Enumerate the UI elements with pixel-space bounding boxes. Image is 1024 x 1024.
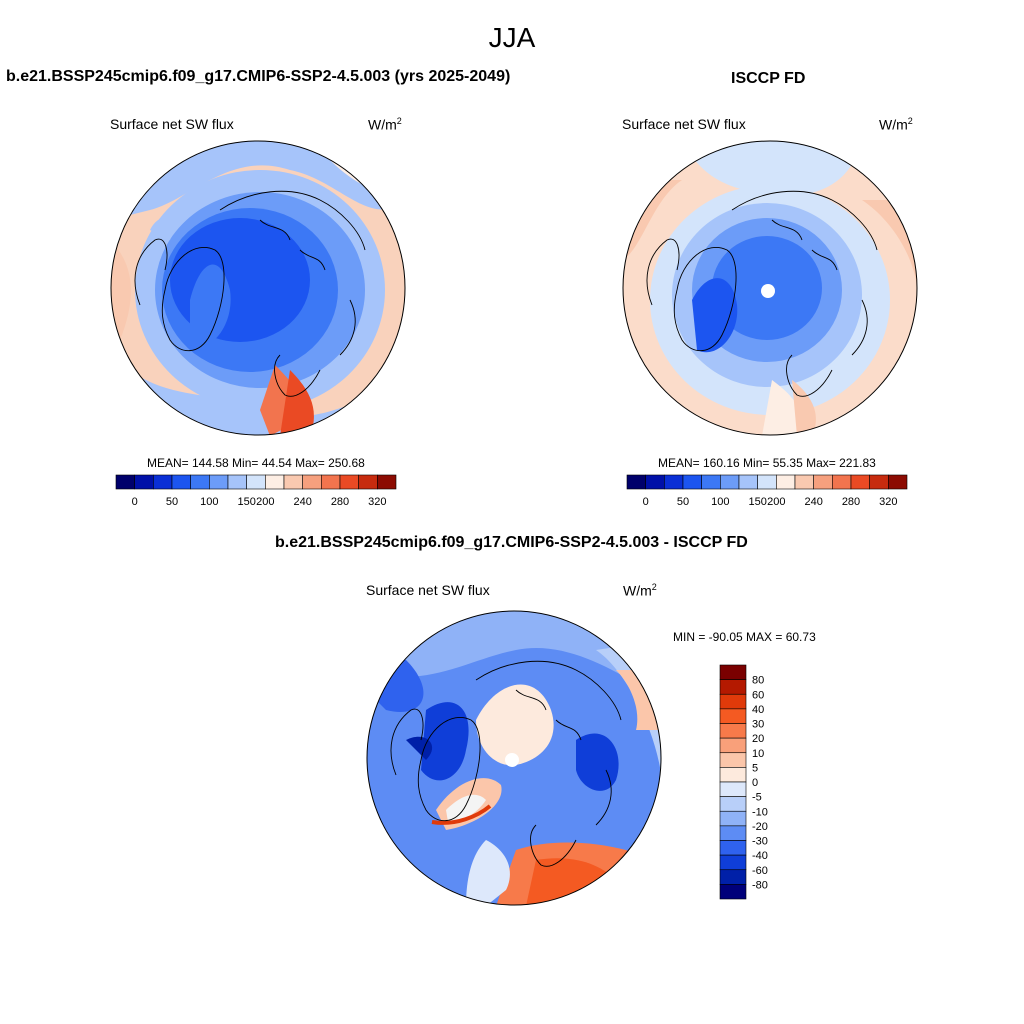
diff-colorbar-box: [719, 723, 747, 739]
model-colorbar-tick-label: 100: [200, 496, 218, 508]
diff-colorbar-tick-label: -30: [752, 836, 768, 848]
diff-colorbar: 80 60 40 30 20 10 5 0 -5 -10 -20 -30 -40 -60 -80: [719, 664, 768, 900]
diff-colorbar-box: [719, 767, 747, 783]
diff-colorbar-box: [719, 854, 747, 871]
model-variable-label: Surface net SW flux: [110, 116, 234, 132]
model-colorbar-tick-label: 0: [132, 496, 138, 508]
obs-colorbar-box: [738, 474, 758, 490]
model-colorbar-box: [153, 474, 173, 490]
season-title: JJA: [488, 22, 536, 53]
obs-colorbar-box: [869, 474, 889, 490]
obs-colorbar-box: [701, 474, 721, 490]
obs-colorbar-box: [850, 474, 870, 490]
diff-colorbar-tick-label: 5: [752, 762, 758, 774]
diff-colorbar-tick-label: 30: [752, 719, 764, 731]
obs-colorbar-box: [757, 474, 777, 490]
diff-colorbar-tick-label: 60: [752, 689, 764, 701]
obs-colorbar-box: [645, 474, 665, 490]
model-polar-map: [110, 140, 406, 436]
obs-colorbar-tick-label: 320: [879, 496, 897, 508]
obs-polar-map: [622, 140, 918, 436]
diff-colorbar-box: [719, 869, 747, 885]
model-colorbar-box: [115, 474, 135, 490]
obs-colorbar-box: [664, 474, 684, 490]
diff-colorbar-box: [719, 840, 747, 856]
obs-variable-label: Surface net SW flux: [622, 116, 746, 132]
model-colorbar-box: [302, 474, 322, 490]
diff-colorbar-tick-label: -20: [752, 821, 768, 833]
obs-colorbar-box: [832, 474, 852, 490]
model-colorbar-box: [190, 474, 210, 490]
obs-colorbar-box: [794, 474, 814, 490]
model-colorbar-box: [134, 474, 154, 490]
diff-polar-map: [366, 610, 662, 906]
diff-colorbar-box: [719, 708, 747, 724]
model-colorbar-box: [265, 474, 285, 490]
obs-colorbar: 0 50 100 150 200 240 280 320: [626, 474, 908, 508]
diff-colorbar-tick-label: 10: [752, 748, 764, 760]
diff-colorbar-tick-label: 0: [752, 777, 758, 789]
model-colorbar-tick-label: 50: [166, 496, 178, 508]
obs-colorbar-tick-label: 0: [643, 496, 649, 508]
model-colorbar-box: [358, 474, 378, 490]
diff-colorbar-box: [719, 693, 747, 710]
obs-stats: MEAN= 160.16 Min= 55.35 Max= 221.83: [658, 456, 876, 470]
model-colorbar-tick-label: 280: [331, 496, 349, 508]
model-colorbar-tick-label: 200: [256, 496, 274, 508]
obs-colorbar-tick-label: 240: [804, 496, 822, 508]
obs-units-label: W/m2: [879, 116, 913, 133]
diff-colorbar-tick-label: -5: [752, 792, 762, 804]
obs-colorbar-box: [626, 474, 646, 490]
diff-colorbar-box: [719, 752, 747, 768]
obs-colorbar-tick-label: 200: [767, 496, 785, 508]
diff-colorbar-box: [719, 884, 747, 900]
diff-colorbar-box: [719, 796, 747, 812]
obs-colorbar-tick-label: 100: [711, 496, 729, 508]
diff-colorbar-tick-label: 80: [752, 675, 764, 687]
model-colorbar-box: [283, 474, 303, 490]
obs-panel-title: ISCCP FD: [731, 70, 806, 87]
diff-units-label: W/m2: [623, 582, 657, 599]
diff-colorbar-tick-label: -40: [752, 850, 768, 862]
diff-colorbar-box: [719, 810, 747, 827]
diff-colorbar-box: [719, 664, 747, 680]
model-colorbar-tick-label: 150: [237, 496, 255, 508]
model-colorbar-box: [171, 474, 191, 490]
obs-colorbar-box: [813, 474, 833, 490]
model-colorbar-tick-label: 320: [368, 496, 386, 508]
diff-colorbar-tick-label: 20: [752, 733, 764, 745]
model-colorbar-box: [321, 474, 341, 490]
diff-colorbar-box: [719, 679, 747, 695]
model-colorbar-box: [227, 474, 247, 490]
model-units-label: W/m2: [368, 116, 402, 133]
diff-colorbar-box: [719, 781, 747, 797]
obs-colorbar-tick-label: 280: [842, 496, 860, 508]
diff-colorbar-box: [719, 825, 747, 841]
diff-panel-title: b.e21.BSSP245cmip6.f09_g17.CMIP6-SSP2-4.…: [275, 534, 748, 551]
obs-colorbar-box: [720, 474, 740, 490]
model-colorbar-box: [246, 474, 266, 490]
obs-colorbar-box: [888, 474, 908, 490]
diff-colorbar-tick-label: 40: [752, 704, 764, 716]
model-colorbar-box: [209, 474, 229, 490]
model-colorbar: 0 50 100 150 200 240 280 320: [115, 474, 397, 508]
diff-stats: MIN = -90.05 MAX = 60.73: [673, 630, 816, 644]
model-colorbar-box: [377, 474, 397, 490]
model-stats: MEAN= 144.58 Min= 44.54 Max= 250.68: [147, 456, 365, 470]
obs-colorbar-box: [682, 474, 702, 490]
obs-colorbar-box: [776, 474, 796, 490]
diff-variable-label: Surface net SW flux: [366, 582, 490, 598]
model-colorbar-tick-label: 240: [293, 496, 311, 508]
diff-colorbar-tick-label: -80: [752, 879, 768, 891]
model-colorbar-box: [339, 474, 359, 490]
obs-colorbar-tick-label: 50: [677, 496, 689, 508]
model-panel-title: b.e21.BSSP245cmip6.f09_g17.CMIP6-SSP2-4.…: [6, 68, 511, 85]
obs-colorbar-tick-label: 150: [748, 496, 766, 508]
diff-colorbar-tick-label: -10: [752, 806, 768, 818]
diff-colorbar-tick-label: -60: [752, 865, 768, 877]
diff-colorbar-box: [719, 737, 747, 754]
